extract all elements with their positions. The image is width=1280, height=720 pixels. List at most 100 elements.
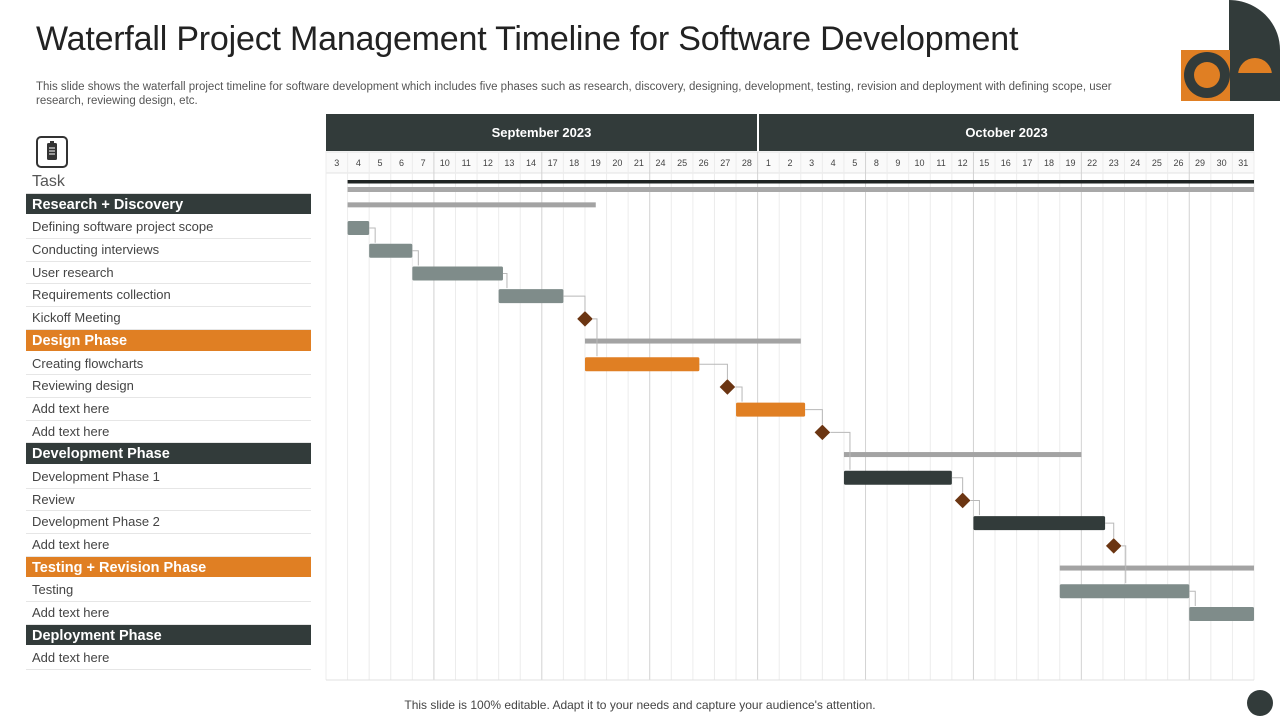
phase-header: Deployment Phase (26, 624, 311, 648)
day-tick-label: 17 (1022, 158, 1032, 168)
day-tick-label: 24 (1130, 158, 1140, 168)
day-tick-label: 15 (979, 158, 989, 168)
footer-note: This slide is 100% editable. Adapt it to… (404, 698, 876, 712)
day-tick-label: 19 (591, 158, 601, 168)
day-tick-label: 30 (1217, 158, 1227, 168)
task-bar (1189, 606, 1254, 621)
dependency-connector (592, 318, 598, 357)
dependency-connector (830, 431, 851, 470)
dependency-connector (735, 386, 743, 402)
task-row: Defining software project scope (26, 216, 311, 240)
day-tick-label: 29 (1195, 158, 1205, 168)
day-tick-label: 25 (677, 158, 687, 168)
day-tick-label: 26 (1173, 158, 1183, 168)
project-summary-bar (347, 187, 1254, 192)
dependency-connector (805, 409, 823, 425)
task-row: Kickoff Meeting (26, 307, 311, 330)
day-tick-label: 25 (1152, 158, 1162, 168)
phase-summary-bar (1059, 565, 1254, 571)
day-tick-label: 1 (766, 158, 771, 168)
task-row: Development Phase 1 (26, 466, 311, 489)
task-row: Add text here (26, 647, 311, 671)
task-bar (347, 221, 370, 236)
day-tick-label: 27 (720, 158, 730, 168)
day-tick-label: 10 (440, 158, 450, 168)
day-tick-label: 12 (483, 158, 493, 168)
milestone-diamond (814, 424, 831, 441)
phase-header: Design Phase (26, 329, 311, 353)
day-tick-label: 18 (569, 158, 579, 168)
corner-dot (1247, 690, 1273, 716)
dependency-connector (951, 477, 964, 493)
task-row: Creating flowcharts (26, 353, 311, 376)
task-bar (498, 289, 564, 304)
day-tick-label: 11 (936, 158, 945, 168)
day-tick-label: 16 (1001, 158, 1011, 168)
dependency-connector (1189, 590, 1196, 606)
day-tick-label: 9 (895, 158, 900, 168)
phase-summary-bar (584, 338, 801, 344)
task-row: Add text here (26, 398, 311, 421)
project-bar (347, 180, 1254, 184)
task-row: Conducting interviews (26, 239, 311, 262)
month-header-september: September 2023 (326, 114, 757, 151)
task-bar (369, 243, 413, 258)
day-tick-label: 3 (809, 158, 814, 168)
phase-header: Research + Discovery (26, 193, 311, 217)
dependency-connector (970, 499, 980, 516)
milestone-diamond (954, 492, 971, 509)
dependency-connector (1105, 522, 1115, 538)
day-tick-label: 20 (612, 158, 622, 168)
day-tick-label: 6 (399, 158, 404, 168)
task-clipboard-icon (36, 136, 68, 168)
task-column-header: Task (26, 171, 311, 194)
task-row: Review (26, 489, 311, 512)
dependency-connector (1121, 545, 1127, 584)
task-bar (973, 516, 1106, 531)
day-tick-label: 19 (1066, 158, 1076, 168)
day-tick-label: 10 (914, 158, 924, 168)
brand-logo-icon (1181, 0, 1280, 101)
task-bar (1059, 584, 1190, 599)
task-row: Development Phase 2 (26, 511, 311, 534)
phase-header: Development Phase (26, 443, 311, 466)
day-tick-label: 23 (1109, 158, 1119, 168)
day-tick-label: 14 (526, 158, 536, 168)
task-row: User research (26, 262, 311, 285)
day-tick-label: 3 (334, 158, 339, 168)
day-tick-label: 8 (874, 158, 879, 168)
task-list: Task Research + Discovery Defining softwa… (26, 171, 311, 671)
day-tick-label: 24 (656, 158, 666, 168)
task-row: Add text here (26, 421, 311, 444)
day-tick-label: 26 (699, 158, 709, 168)
day-tick-label: 7 (421, 158, 426, 168)
day-tick-label: 12 (958, 158, 968, 168)
phase-summary-bar (843, 452, 1082, 458)
dependency-connector (563, 295, 586, 311)
milestone-diamond (719, 379, 736, 395)
phase-header: Testing + Revision Phase (26, 556, 311, 580)
day-tick-label: 13 (504, 158, 514, 168)
dependency-connector (699, 363, 728, 379)
phase-summary-bar (347, 202, 596, 208)
task-bar (843, 470, 952, 485)
page-title: Waterfall Project Management Timeline fo… (36, 20, 1019, 58)
task-row: Reviewing design (26, 375, 311, 398)
task-bar (584, 357, 700, 372)
day-tick-label: 17 (548, 158, 558, 168)
day-tick-label: 18 (1044, 158, 1054, 168)
task-row: Testing (26, 579, 311, 603)
day-tick-label: 4 (831, 158, 836, 168)
day-tick-label: 22 (1087, 158, 1097, 168)
day-tick-label: 5 (852, 158, 857, 168)
day-tick-label: 2 (787, 158, 792, 168)
milestone-diamond (1105, 538, 1122, 554)
day-tick-label: 28 (742, 158, 752, 168)
day-tick-label: 5 (377, 158, 382, 168)
day-tick-label: 4 (356, 158, 361, 168)
dependency-connector (412, 250, 419, 266)
task-bar (736, 402, 806, 417)
day-tick-label: 11 (462, 158, 471, 168)
day-tick-label: 21 (634, 158, 644, 168)
day-tick-label: 31 (1238, 158, 1248, 168)
